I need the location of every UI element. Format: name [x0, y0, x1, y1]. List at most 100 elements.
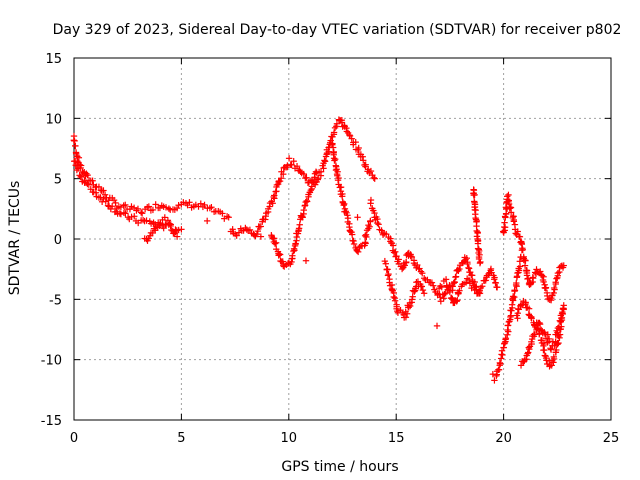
data-point: [521, 262, 529, 269]
data-point: [485, 270, 492, 278]
data-point: [269, 200, 276, 207]
data-point: [536, 319, 543, 327]
data-point: [312, 168, 320, 175]
data-point: [303, 198, 311, 205]
y-tick-label: 10: [45, 112, 62, 127]
data-point: [474, 229, 481, 236]
data-point: [557, 318, 564, 325]
data-point: [225, 214, 232, 221]
data-point: [328, 141, 336, 148]
data-point: [528, 315, 535, 322]
x-tick-label: 5: [177, 431, 185, 446]
data-point: [387, 235, 394, 242]
data-point: [253, 230, 261, 238]
data-point: [354, 214, 361, 221]
data-point: [544, 339, 551, 346]
data-point: [554, 324, 562, 332]
data-point: [134, 205, 142, 213]
data-point: [390, 249, 398, 256]
data-point: [554, 269, 562, 277]
data-point: [337, 188, 345, 195]
data-point: [450, 279, 457, 287]
data-point: [498, 347, 506, 354]
data-point: [117, 203, 125, 211]
data-point: [84, 171, 91, 179]
data-point: [544, 331, 552, 338]
data-point: [502, 335, 510, 342]
data-point: [505, 191, 512, 199]
data-point: [541, 346, 548, 354]
data-point: [160, 224, 167, 232]
data-point: [285, 155, 293, 162]
data-point: [550, 359, 557, 366]
data-point: [342, 208, 349, 215]
data-point: [300, 170, 307, 178]
data-point: [550, 353, 558, 361]
data-point: [354, 248, 362, 256]
data-point: [476, 287, 484, 294]
grid: [74, 58, 611, 420]
data-point: [157, 220, 164, 227]
data-point: [162, 221, 169, 228]
data-point: [355, 144, 362, 152]
data-point: [333, 120, 341, 127]
data-point: [149, 206, 157, 214]
data-point: [504, 193, 511, 200]
data-point: [362, 240, 369, 247]
data-point: [405, 304, 412, 311]
data-point: [102, 198, 109, 205]
data-point: [107, 205, 115, 213]
data-point: [456, 265, 463, 273]
data-point: [531, 331, 539, 338]
data-point: [367, 167, 375, 175]
data-point: [246, 226, 254, 234]
data-point: [551, 286, 558, 293]
x-tick-label: 0: [70, 431, 78, 446]
data-point: [280, 262, 287, 269]
data-point: [495, 366, 503, 373]
data-point: [471, 191, 478, 199]
data-point: [117, 210, 125, 218]
data-point: [384, 266, 391, 273]
data-point: [110, 196, 118, 204]
data-point: [553, 275, 560, 282]
data-point: [71, 137, 78, 145]
data-point: [340, 201, 347, 209]
x-tick-label: 25: [603, 431, 620, 446]
data-point: [131, 213, 138, 220]
data-point: [505, 328, 512, 335]
data-point: [143, 217, 150, 224]
data-point: [272, 239, 280, 246]
data-point: [346, 220, 353, 228]
data-point: [92, 189, 100, 196]
data-point: [366, 223, 373, 230]
data-point: [280, 170, 287, 178]
data-point: [300, 206, 307, 214]
data-point: [511, 293, 518, 301]
data-point: [270, 235, 278, 242]
data-point: [331, 157, 338, 164]
data-point: [122, 201, 129, 209]
data-point: [491, 274, 498, 281]
data-point: [428, 279, 436, 286]
data-point: [509, 293, 517, 300]
data-point: [290, 157, 297, 165]
data-point: [464, 258, 471, 266]
data-point: [468, 272, 476, 279]
data-point: [408, 253, 416, 261]
data-point: [310, 179, 317, 186]
data-point: [537, 268, 544, 275]
x-axis-label: GPS time / hours: [281, 459, 398, 475]
data-point: [303, 174, 310, 181]
data-point: [353, 247, 361, 255]
data-point: [540, 278, 547, 286]
data-point: [508, 304, 516, 312]
data-point: [276, 177, 284, 185]
data-point: [178, 226, 185, 233]
data-point: [516, 258, 524, 265]
data-point: [473, 286, 480, 294]
data-point: [403, 258, 410, 266]
data-point: [83, 170, 90, 177]
data-point: [430, 282, 437, 289]
data-point: [519, 246, 526, 253]
